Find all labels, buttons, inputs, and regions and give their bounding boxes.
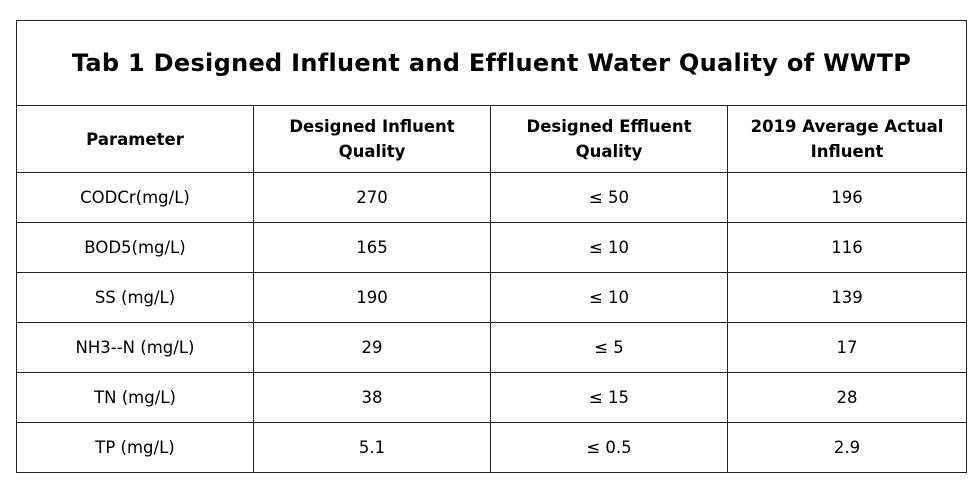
column-header: Designed Influent Quality [253,105,491,173]
table-cell: ≤ 50 [490,172,728,223]
table-cell: 165 [253,222,491,273]
table-cell: 139 [727,272,967,323]
table-cell: 28 [727,372,967,423]
table-cell: 116 [727,222,967,273]
header-row: Parameter Designed Influent Quality Design… [16,105,967,173]
table-cell: ≤ 10 [490,272,728,323]
column-header: Designed Effluent Quality [490,105,728,173]
table-cell: 190 [253,272,491,323]
table-cell: 29 [253,322,491,373]
table-cell: 17 [727,322,967,373]
table-row: TP (mg/L) 5.1 ≤ 0.5 2.9 [16,422,967,473]
table-row: CODCr(mg/L) 270 ≤ 50 196 [16,172,967,223]
table-cell: ≤ 0.5 [490,422,728,473]
table-title: Tab 1 Designed Influent and Effluent Wat… [16,20,967,106]
table-cell: ≤ 5 [490,322,728,373]
table-cell: 196 [727,172,967,223]
table-cell: ≤ 15 [490,372,728,423]
table-cell: 2.9 [727,422,967,473]
table-body: CODCr(mg/L) 270 ≤ 50 196 BOD5(mg/L) 165 ≤ 10 11… [16,172,967,473]
table-cell: TP (mg/L) [16,422,254,473]
table-cell: NH3--N (mg/L) [16,322,254,373]
table-row: BOD5(mg/L) 165 ≤ 10 116 [16,222,967,273]
table-row: TN (mg/L) 38 ≤ 15 28 [16,372,967,423]
table-row: NH3--N (mg/L) 29 ≤ 5 17 [16,322,967,373]
table-cell: SS (mg/L) [16,272,254,323]
table-cell: 38 [253,372,491,423]
table-cell: TN (mg/L) [16,372,254,423]
table-row: SS (mg/L) 190 ≤ 10 139 [16,272,967,323]
water-quality-table: Tab 1 Designed Influent and Effluent Wat… [16,20,967,473]
table-cell: BOD5(mg/L) [16,222,254,273]
table-cell: 270 [253,172,491,223]
column-header: 2019 Average Actual Influent [727,105,967,173]
table-cell: CODCr(mg/L) [16,172,254,223]
table-cell: ≤ 10 [490,222,728,273]
column-header: Parameter [16,105,254,173]
table-cell: 5.1 [253,422,491,473]
